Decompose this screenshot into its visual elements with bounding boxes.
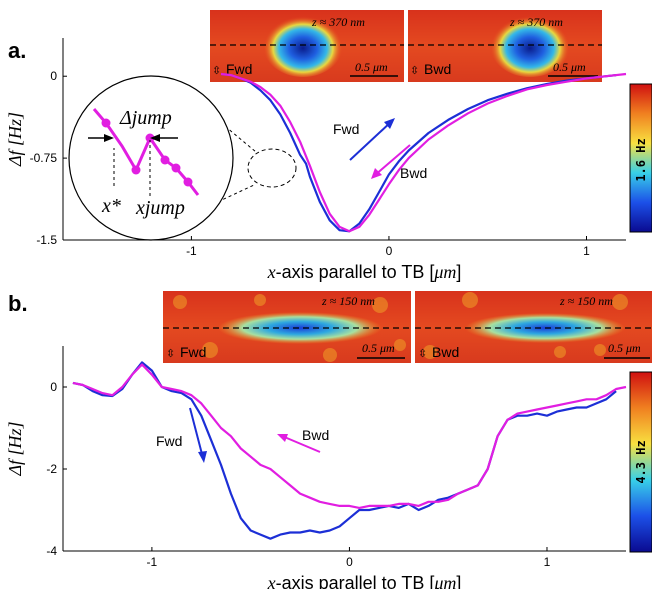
bwd-arrow <box>281 435 321 453</box>
zoom-circle <box>68 75 234 241</box>
y-axis-label: Δf [Hz] <box>5 421 25 476</box>
y-tick-label: 0 <box>50 69 57 83</box>
series-line-fwd <box>220 72 617 233</box>
scale-label: 0.5 μm <box>553 60 586 74</box>
inset-z-label: z ≈ 370 nm <box>509 15 563 29</box>
bwd-annotation: Bwd <box>400 165 427 181</box>
y-tick-label: -4 <box>46 544 57 558</box>
x-axis-label: x-axis parallel to TB [μm] <box>267 573 462 589</box>
fwd-arrow <box>189 407 204 459</box>
series-line-bwd <box>72 363 627 509</box>
bwd-annotation: Bwd <box>302 427 329 443</box>
x-star-label: x* <box>101 195 121 217</box>
zoom-region <box>247 148 297 188</box>
inset-z-label: z ≈ 150 nm <box>559 294 613 308</box>
panel-b-axes: -1 0 1 0 -2 -4 x-axis parallel to TB [μm] Δf [H… <box>5 346 627 589</box>
fwd-arrowhead-icon <box>384 118 395 129</box>
panel-b-label: b. <box>8 291 28 316</box>
inset-tag: Fwd <box>180 344 206 360</box>
x-axis-label: x-axis parallel to TB [μm] <box>267 262 462 282</box>
panel-a-arrows: Fwd Bwd <box>333 118 427 181</box>
panel-a-zoom-inset: Δjump x* xjump <box>68 75 297 241</box>
bwd-arrowhead-icon <box>371 168 382 179</box>
panel-b-inset-bwd: z ≈ 150 nm Bwd ⇳ 0.5 μm <box>415 291 652 363</box>
fwd-annotation: Fwd <box>156 433 182 449</box>
scale-label: 0.5 μm <box>608 341 641 355</box>
panel-b-inset-fwd: z ≈ 150 nm Fwd ⇳ 0.5 μm <box>163 291 411 363</box>
series-line-fwd <box>72 361 617 540</box>
scale-label: 0.5 μm <box>355 60 388 74</box>
panel-a-label: a. <box>8 38 26 63</box>
inset-z-label: z ≈ 370 nm <box>311 15 365 29</box>
panel-a-inset-bwd: z ≈ 370 nm Bwd ⇳ 0.5 μm <box>408 10 602 82</box>
y-tick-label: -0.75 <box>30 151 58 165</box>
x-tick-label: -1 <box>186 244 197 258</box>
panel-b-arrows: Fwd Bwd <box>156 407 329 463</box>
x-tick-label: 0 <box>386 244 393 258</box>
x-tick-label: 1 <box>544 555 551 569</box>
fwd-arrowhead-icon <box>198 451 207 463</box>
panel-a-inset-fwd: z ≈ 370 nm Fwd ⇳ 0.5 μm <box>210 10 404 82</box>
inset-tag: Bwd <box>424 61 451 77</box>
axes-icon: ⇳ <box>418 348 427 360</box>
panel-b-colorbar: 4.3 Hz <box>629 371 652 553</box>
delta-jump-label: Δjump <box>119 107 172 129</box>
y-tick-label: 0 <box>50 380 57 394</box>
fwd-annotation: Fwd <box>333 121 359 137</box>
x-tick-label: -1 <box>147 555 158 569</box>
x-jump-label: xjump <box>135 197 185 219</box>
y-axis-label: Δf [Hz] <box>5 112 25 167</box>
colorbar-label: 1.6 Hz <box>634 138 648 181</box>
axes-icon: ⇳ <box>212 65 221 77</box>
x-tick-label: 0 <box>346 555 353 569</box>
y-tick-label: -2 <box>46 462 57 476</box>
panel-a-colorbar: 1.6 Hz <box>629 83 652 233</box>
axes-icon: ⇳ <box>166 348 175 360</box>
inset-z-label: z ≈ 150 nm <box>321 294 375 308</box>
fwd-arrow <box>349 120 393 161</box>
scale-label: 0.5 μm <box>362 341 395 355</box>
zoom-leader <box>195 184 255 213</box>
colorbar-label: 4.3 Hz <box>634 440 648 483</box>
x-tick-label: 1 <box>583 244 590 258</box>
bwd-arrow <box>373 144 411 177</box>
axes-icon: ⇳ <box>410 65 419 77</box>
inset-tag: Bwd <box>432 344 459 360</box>
series-line-bwd <box>220 72 627 233</box>
bwd-arrowhead-icon <box>277 434 288 442</box>
inset-tag: Fwd <box>226 61 252 77</box>
y-tick-label: -1.5 <box>36 233 57 247</box>
